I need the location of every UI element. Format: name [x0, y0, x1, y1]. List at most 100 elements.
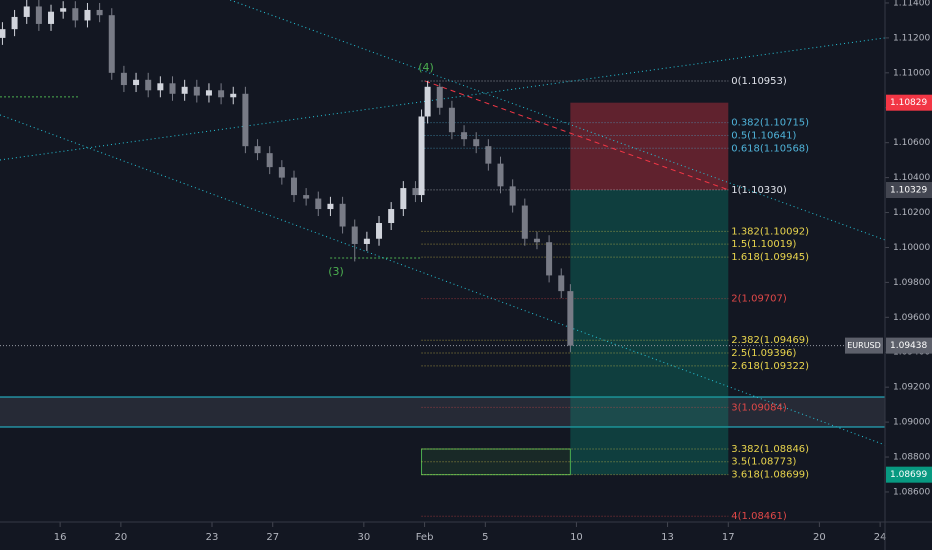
candle-body — [169, 83, 176, 94]
y-tick-label: 1.10600 — [893, 138, 930, 148]
target-zone — [570, 190, 729, 475]
candle-body — [242, 93, 249, 147]
candle-body — [218, 90, 225, 98]
fib-label: 4(1.08461) — [731, 511, 787, 522]
fib-label: 2(1.09707) — [731, 294, 787, 305]
candle-body — [327, 203, 334, 210]
candle-body — [96, 9, 103, 16]
candle-body — [418, 116, 425, 196]
x-tick-label: 20 — [115, 532, 128, 543]
candle-body — [521, 205, 528, 239]
fib-label: 1.618(1.09945) — [731, 252, 809, 263]
candle-body — [278, 167, 285, 178]
symbol-label: EURUSD — [847, 341, 881, 350]
x-tick-label: 20 — [813, 532, 826, 543]
candle-body — [412, 188, 419, 196]
candle-body — [567, 291, 574, 346]
price-tag — [886, 337, 932, 354]
x-tick-label: 13 — [661, 532, 674, 543]
y-tick-label: 1.10400 — [893, 173, 930, 183]
fib-label: 3.5(1.08773) — [731, 457, 796, 468]
candle-body — [254, 146, 261, 154]
x-tick-label: 24 — [874, 532, 887, 543]
price-tag-label: 1.09438 — [890, 341, 927, 351]
y-tick-label: 1.09200 — [893, 383, 930, 393]
symbol-tag — [845, 337, 883, 354]
x-tick-label: 17 — [722, 532, 735, 543]
candle-body — [461, 132, 468, 140]
candle-body — [558, 275, 565, 292]
trendline — [0, 114, 886, 446]
price-tag-label: 1.08699 — [890, 470, 927, 480]
price-tag-label: 1.10329 — [890, 186, 927, 196]
y-tick-label: 1.09000 — [893, 418, 930, 428]
fib-label: 2.382(1.09469) — [731, 335, 809, 346]
price-tag — [886, 94, 932, 111]
candle-body — [120, 72, 127, 86]
candle-body — [473, 139, 480, 147]
x-tick-label: 27 — [266, 532, 279, 543]
x-tick-label: 10 — [570, 532, 583, 543]
fib-label: 2.5(1.09396) — [731, 348, 796, 359]
y-tick-label: 1.11400 — [893, 0, 930, 8]
fib-label: 0(1.10953) — [731, 76, 787, 87]
candle-body — [157, 83, 164, 91]
x-tick-label: 5 — [482, 532, 488, 543]
candle-body — [181, 86, 188, 94]
trendline — [230, 0, 886, 241]
candle-body — [497, 163, 504, 187]
candle-body — [23, 6, 30, 17]
fib-label: 1.5(1.10019) — [731, 239, 796, 250]
fib-label: 0.5(1.10641) — [731, 131, 796, 142]
y-tick-label: 1.10200 — [893, 208, 930, 218]
candle-body — [376, 223, 383, 239]
candle-body — [72, 8, 79, 21]
x-tick-label: Feb — [416, 532, 434, 543]
price-tag — [886, 182, 932, 199]
y-tick-label: 1.08800 — [893, 453, 930, 463]
candle-body — [48, 11, 55, 24]
candle-body — [205, 90, 212, 96]
candle-body — [485, 146, 492, 164]
fib-label: 1(1.10330) — [731, 185, 787, 196]
trendline — [0, 37, 886, 161]
fib-label: 0.382(1.10715) — [731, 118, 809, 129]
candle-body — [424, 86, 431, 117]
candle-body — [11, 16, 18, 30]
time-axis — [0, 523, 885, 550]
candle-body — [339, 203, 346, 227]
candle-body — [363, 238, 370, 244]
candle-body — [303, 195, 310, 199]
stop-zone — [570, 102, 729, 191]
y-tick-label: 1.11000 — [893, 68, 930, 78]
candle-body — [509, 186, 516, 206]
candle-body — [145, 79, 152, 91]
y-tick-label: 1.08600 — [893, 487, 930, 497]
wave-label: (4) — [418, 61, 434, 74]
x-tick-label: 30 — [357, 532, 370, 543]
candle-body — [436, 86, 443, 108]
candle-body — [351, 226, 358, 244]
x-tick-label: 16 — [54, 532, 67, 543]
zone — [0, 396, 885, 427]
candle-body — [35, 6, 42, 24]
candle-body — [60, 8, 67, 12]
candle-body — [546, 242, 553, 276]
y-tick-label: 1.09600 — [893, 313, 930, 323]
y-tick-label: 1.11200 — [893, 33, 930, 43]
candle-body — [290, 177, 297, 196]
fib-label: 1.382(1.10092) — [731, 226, 809, 237]
candle-body — [133, 79, 140, 86]
price-axis — [886, 0, 932, 550]
x-tick-label: 23 — [206, 532, 219, 543]
candle-body — [108, 15, 115, 73]
wave-label: (3) — [328, 265, 344, 278]
candle-body — [193, 86, 200, 96]
y-tick-label: 1.09800 — [893, 278, 930, 288]
fib-label: 3.618(1.08699) — [731, 470, 809, 481]
candle-body — [388, 209, 395, 224]
